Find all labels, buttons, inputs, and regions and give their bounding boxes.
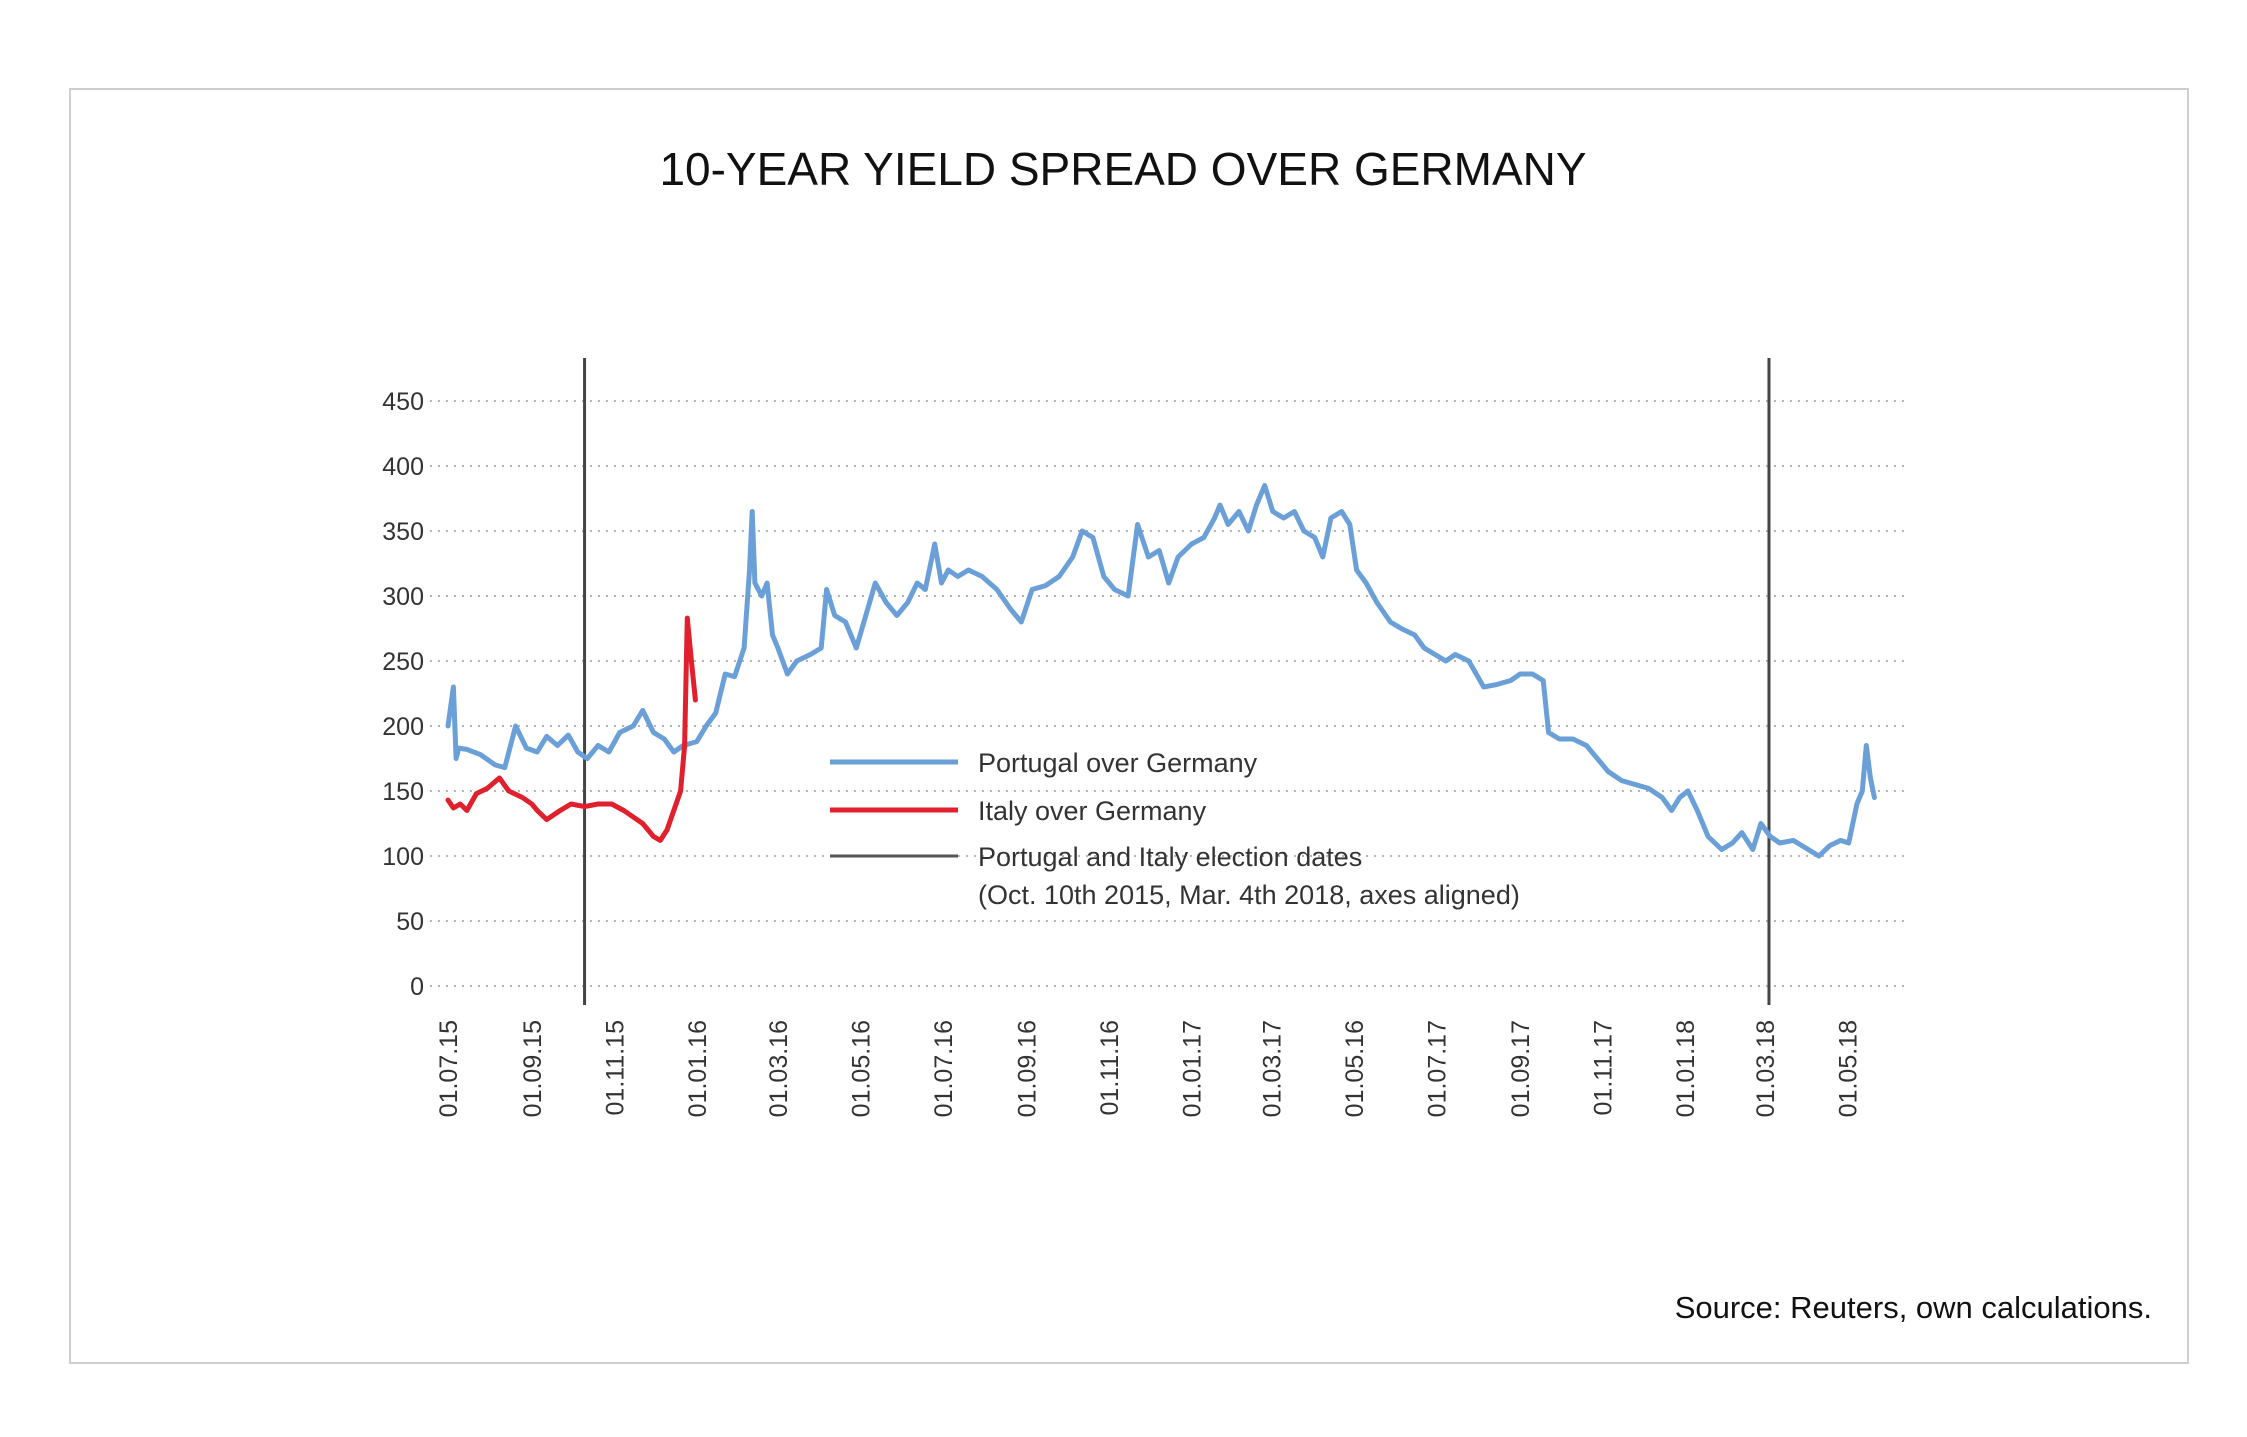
election-date-lines [583, 358, 1771, 1005]
y-tick-label: 350 [382, 518, 424, 546]
chart-title: 10-YEAR YIELD SPREAD OVER GERMANY [659, 143, 1586, 195]
series-line-italy [445, 615, 698, 843]
x-tick-label: 01.11.16 [1096, 1020, 1124, 1115]
x-tick-label: 01.09.16 [1014, 1020, 1042, 1117]
y-tick-label: 250 [382, 648, 424, 676]
grid [430, 400, 1910, 987]
x-tick-label: 01.05.18 [1834, 1020, 1862, 1117]
series-line-portugal [445, 483, 1877, 859]
series-lines [445, 483, 1877, 859]
x-tick-label: 01.03.17 [1258, 1020, 1286, 1117]
y-tick-label: 150 [382, 778, 424, 806]
chart-frame [69, 88, 2189, 1364]
x-tick-label: 01.11.17 [1590, 1020, 1618, 1115]
legend-note: (Oct. 10th 2015, Mar. 4th 2018, axes ali… [978, 880, 1520, 910]
x-tick-label: 01.09.15 [519, 1020, 547, 1117]
y-tick-label: 400 [382, 453, 424, 481]
y-tick-label: 200 [382, 713, 424, 741]
legend-label-portugal: Portugal over Germany [978, 748, 1258, 778]
y-tick-label: 0 [410, 973, 424, 1001]
x-axis-ticks: 01.07.15 01.09.15 01.11.15 01.01.16 01.03.16… [435, 1020, 1862, 1117]
x-tick-label: 01.09.17 [1507, 1020, 1535, 1117]
legend-label-italy: Italy over Germany [978, 796, 1207, 826]
source-note: Source: Reuters, own calculations. [1675, 1290, 2152, 1325]
x-tick-label: 01.05.16 [847, 1020, 875, 1117]
x-tick-label: 01.01.17 [1179, 1020, 1207, 1117]
x-tick-label: 01.03.16 [765, 1020, 793, 1117]
x-tick-label: 01.07.17 [1423, 1020, 1451, 1117]
y-tick-label: 450 [382, 388, 424, 416]
x-tick-label: 01.07.15 [435, 1020, 463, 1117]
x-tick-label: 01.05.16 [1341, 1020, 1369, 1117]
y-tick-label: 300 [382, 583, 424, 611]
y-tick-label: 100 [382, 843, 424, 871]
x-tick-label: 01.01.16 [684, 1020, 712, 1117]
legend: Portugal over Germany Italy over Germany… [830, 748, 1520, 910]
x-tick-label: 01.07.16 [930, 1020, 958, 1117]
legend-label-election-dates: Portugal and Italy election dates [978, 842, 1362, 872]
x-tick-label: 01.11.15 [601, 1020, 629, 1115]
x-tick-label: 01.01.18 [1672, 1020, 1700, 1117]
y-tick-label: 50 [396, 908, 424, 936]
x-tick-label: 01.03.18 [1752, 1020, 1780, 1117]
y-axis-ticks: 0 50 100 150 200 250 300 350 400 450 [382, 388, 424, 1001]
